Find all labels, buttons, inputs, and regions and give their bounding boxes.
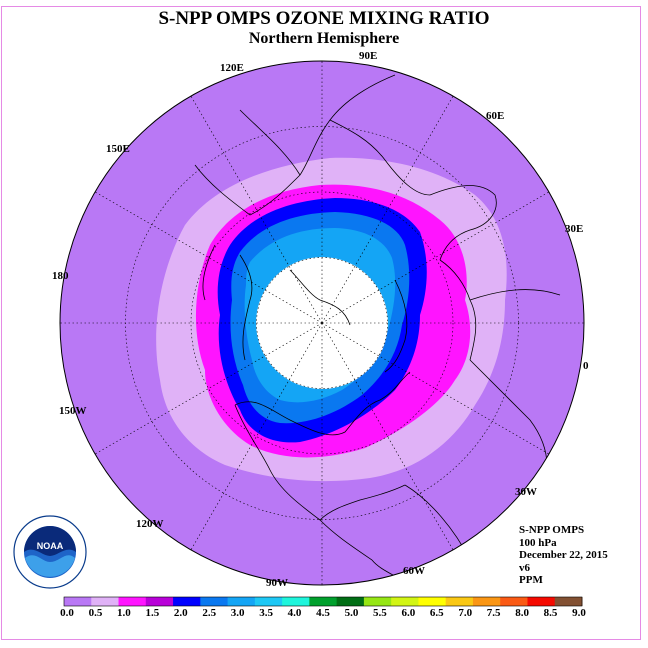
lon-label-150w: 150W bbox=[59, 405, 87, 417]
info-block: S-NPP OMPS 100 hPa December 22, 2015 v6 … bbox=[519, 524, 608, 587]
colorbar-tick-label: 6.5 bbox=[429, 607, 444, 619]
colorbar-tick-label: 3.5 bbox=[259, 607, 273, 619]
colorbar-swatch bbox=[554, 597, 583, 606]
colorbar-tick-label: 2.0 bbox=[173, 607, 188, 619]
lon-label-30e: 30E bbox=[565, 223, 584, 235]
colorbar-swatch bbox=[309, 597, 338, 606]
latitude-circle bbox=[190, 191, 454, 455]
lon-label-60e: 60E bbox=[486, 110, 505, 122]
lon-label-30w: 30W bbox=[515, 486, 537, 498]
colorbar-swatch bbox=[64, 597, 92, 606]
colorbar-swatch bbox=[527, 597, 556, 606]
noaa-logo-text: NOAA bbox=[37, 541, 64, 551]
lon-label-120w: 120W bbox=[136, 518, 164, 530]
colorbar-swatch bbox=[363, 597, 392, 606]
info-date: December 22, 2015 bbox=[519, 549, 608, 561]
noaa-logo: NOAA bbox=[13, 515, 87, 589]
colorbar-tick-label: 8.0 bbox=[515, 607, 529, 619]
lon-label-180: 180 bbox=[52, 270, 69, 282]
colorbar-tick-label: 0.5 bbox=[88, 607, 103, 619]
colorbar-swatch bbox=[418, 597, 447, 606]
map-subtitle: Northern Hemisphere bbox=[248, 30, 400, 47]
lon-label-150e: 150E bbox=[106, 143, 130, 155]
colorbar-swatch bbox=[472, 597, 501, 606]
colorbar-swatch bbox=[336, 597, 365, 606]
colorbar-tick-label: 1.0 bbox=[117, 607, 131, 619]
lon-label-90w: 90W bbox=[266, 577, 288, 589]
colorbar-swatch bbox=[445, 597, 474, 606]
colorbar bbox=[63, 596, 583, 607]
colorbar-tick-label: 4.5 bbox=[316, 607, 330, 619]
info-level: 100 hPa bbox=[519, 536, 557, 549]
colorbar-tick-label: 7.0 bbox=[458, 607, 473, 619]
colorbar-swatch bbox=[200, 597, 229, 606]
map-disc bbox=[60, 61, 584, 585]
colorbar-tick-label: 9.0 bbox=[572, 607, 586, 619]
lon-label-60w: 60W bbox=[403, 565, 425, 577]
map-border bbox=[59, 60, 585, 586]
colorbar-swatch bbox=[282, 597, 310, 606]
colorbar-swatch bbox=[500, 597, 528, 606]
colorbar-tick-label: 2.5 bbox=[202, 607, 217, 619]
colorbar-swatch bbox=[173, 597, 201, 606]
info-version: v6 bbox=[519, 561, 530, 574]
colorbar-swatch bbox=[391, 597, 419, 606]
coastlines bbox=[194, 74, 561, 585]
colorbar-swatch bbox=[145, 597, 174, 606]
colorbar-swatch bbox=[254, 597, 283, 606]
colorbar-tick-label: 7.5 bbox=[486, 607, 501, 619]
colorbar-tick-label: 8.5 bbox=[543, 607, 558, 619]
colorbar-tick-label: 4.0 bbox=[287, 607, 302, 619]
colorbar-border bbox=[63, 596, 583, 607]
lon-label-0: 0 bbox=[583, 360, 589, 372]
colorbar-swatch bbox=[91, 597, 120, 606]
colorbar-swatch bbox=[227, 597, 256, 606]
info-units: PPM bbox=[519, 574, 543, 586]
figure-frame bbox=[1, 6, 641, 640]
colorbar-tick-label: 6.0 bbox=[401, 607, 416, 619]
lon-label-120e: 120E bbox=[220, 62, 244, 74]
colorbar-tick-label: 0.0 bbox=[60, 607, 74, 619]
info-instrument: S-NPP OMPS bbox=[519, 524, 585, 536]
colorbar-tick-label: 3.0 bbox=[230, 607, 245, 619]
colorbar-tick-label: 5.0 bbox=[344, 607, 359, 619]
colorbar-tick-label: 5.5 bbox=[373, 607, 387, 619]
colorbar-tick-label: 1.5 bbox=[145, 607, 160, 619]
colorbar-swatch bbox=[118, 597, 147, 606]
lon-label-90e: 90E bbox=[359, 50, 378, 62]
graticule bbox=[59, 60, 585, 586]
map-title: S-NPP OMPS OZONE MIXING RATIO bbox=[158, 8, 490, 29]
